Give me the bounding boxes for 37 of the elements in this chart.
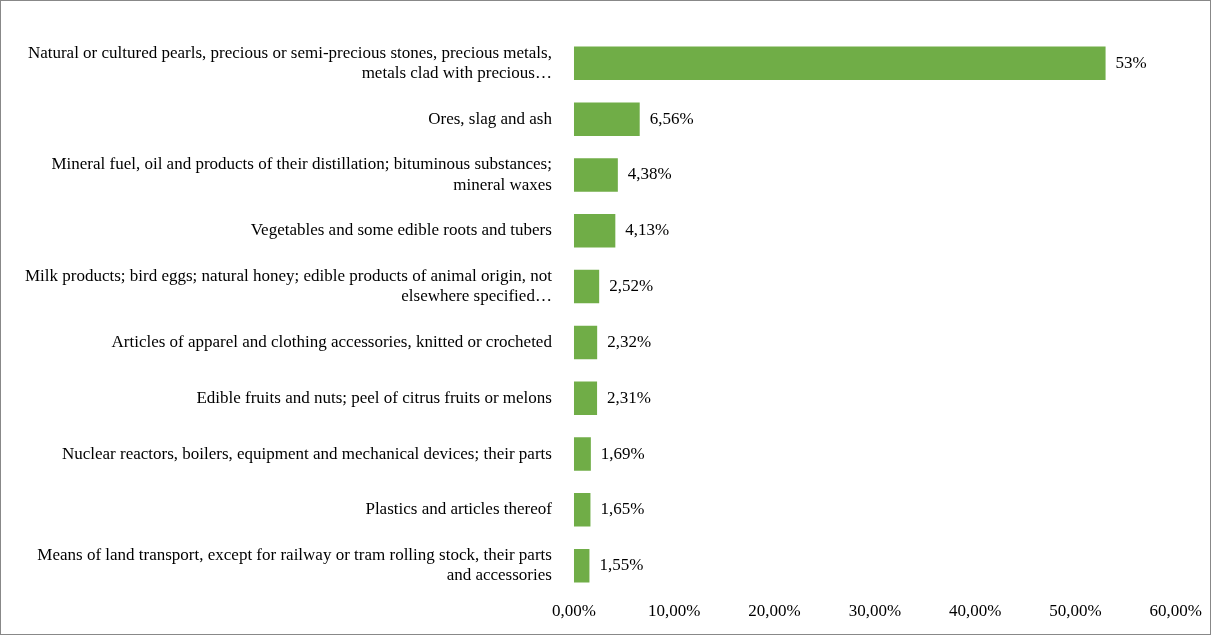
bar [573,325,598,360]
data-label: 2,31% [607,387,651,407]
bar [573,493,591,527]
bar [573,548,590,583]
bar [573,437,591,471]
x-tick-label: 20,00% [748,601,801,621]
bar [573,214,616,248]
data-label: 6,56% [649,108,694,128]
y-tick-label: Plastics and articles thereof [365,499,553,519]
bar [573,269,600,304]
bar [573,381,598,415]
x-tick-label: 0,00% [551,601,596,621]
y-tick-label: Articles of apparel and clothing accessories, knitted or crocheted [111,331,553,351]
x-tick-label: 10,00% [648,601,701,621]
y-tick-label: Ores, slag and ash [428,108,553,128]
data-label: 2,52% [609,276,654,296]
x-tick-label: 30,00% [848,601,902,621]
data-label: 2,32% [607,331,652,351]
y-tick-label: Vegetables and some edible roots and tubers [250,220,552,240]
bar [573,102,640,136]
x-tick-label: 40,00% [948,601,1002,621]
data-label: 53% [1115,52,1147,72]
data-label: 4,38% [627,164,672,184]
data-label: 1,55% [599,555,644,575]
x-tick-label: 50,00% [1049,601,1102,621]
y-tick-label: Milk products; bird eggs; natural honey; edible products of animal origin, not elsewhere specified… [24,265,553,306]
y-tick-label: Natural or cultured pearls, precious or semi-precious stones, precious metals, metals clad with precious… [27,42,552,82]
y-tick-label: Edible fruits and nuts; peel of citrus fruits or melons [196,387,552,407]
data-label: 1,65% [600,499,645,519]
y-tick-label: Means of land transport, except for railway or tram rolling stock, their parts and accessories [37,544,552,585]
y-tick-label: Mineral fuel, oil and products of their distillation; bituminous substances; mineral waxes [51,154,552,194]
data-label: 4,13% [625,220,670,240]
y-tick-label: Nuclear reactors, boilers, equipment and mechanical devices; their parts [61,443,552,463]
x-tick-label: 60,00% [1149,601,1203,621]
data-label: 1,69% [600,443,645,463]
bar [573,158,618,192]
bar [573,46,1106,81]
